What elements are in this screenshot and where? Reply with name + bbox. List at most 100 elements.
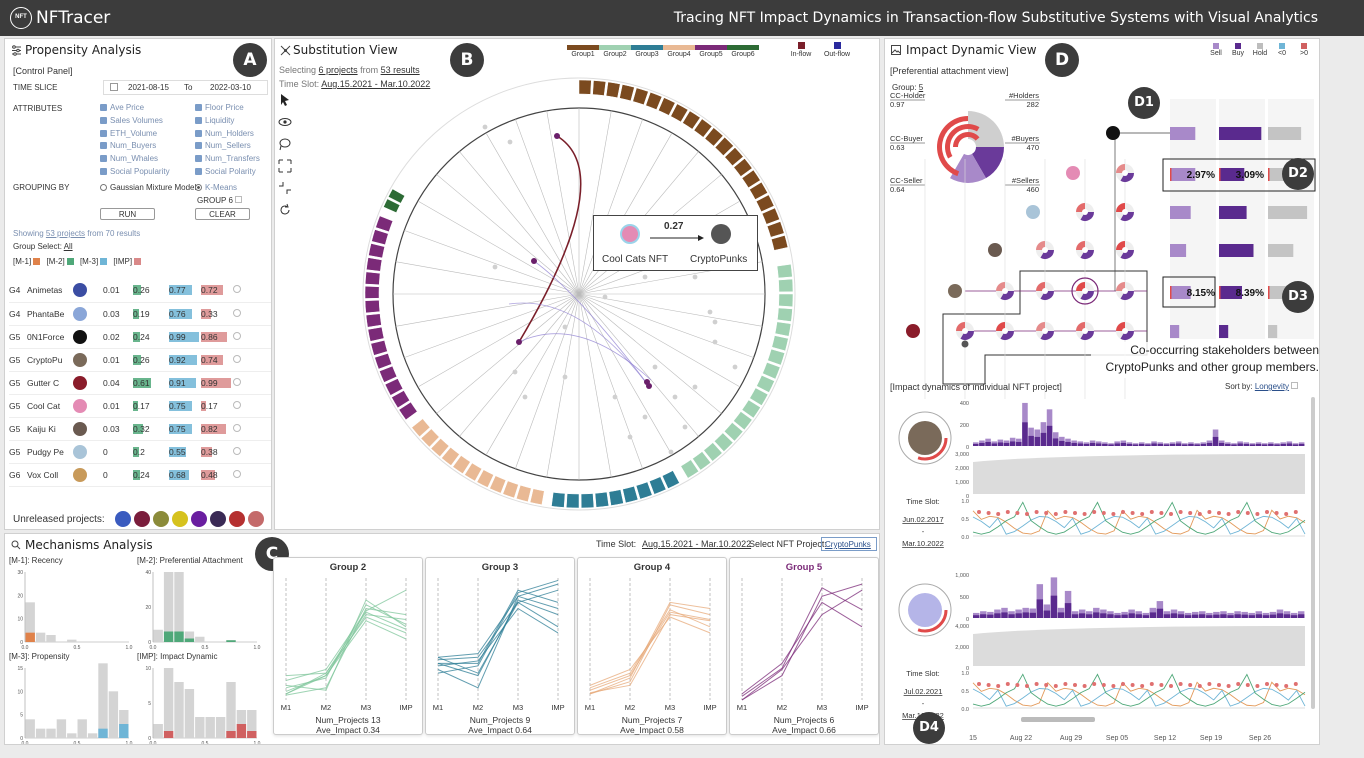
cell-expand[interactable] bbox=[233, 325, 271, 349]
group-arc-segment[interactable] bbox=[387, 188, 406, 204]
group-arc-segment[interactable] bbox=[632, 87, 649, 106]
project-dot[interactable] bbox=[732, 364, 738, 370]
table-row[interactable]: G5 Kaiju Ki 0.03 0.32 0.75 0.82 bbox=[9, 417, 271, 441]
selected-project-node[interactable] bbox=[516, 339, 522, 345]
project-dot[interactable] bbox=[668, 449, 674, 455]
cell-expand[interactable] bbox=[233, 463, 271, 487]
clear-button[interactable]: CLEAR bbox=[195, 208, 250, 220]
group-arc-segment[interactable] bbox=[551, 492, 566, 508]
stakeholder-node[interactable] bbox=[956, 322, 974, 340]
group-arc-segment[interactable] bbox=[430, 438, 450, 457]
stakeholder-node[interactable] bbox=[1076, 203, 1094, 221]
group-arc-segment[interactable] bbox=[529, 488, 545, 506]
group-arc-segment[interactable] bbox=[370, 340, 388, 356]
group-arc-segment[interactable] bbox=[777, 307, 793, 322]
selected-project-node[interactable] bbox=[554, 133, 560, 139]
project-dot[interactable] bbox=[602, 294, 608, 300]
cell-expand[interactable] bbox=[233, 348, 271, 372]
group-arc-segment[interactable] bbox=[420, 428, 440, 448]
group-arc-segment[interactable] bbox=[375, 215, 394, 233]
group-arc-segment[interactable] bbox=[756, 375, 775, 393]
unreleased-project-icon[interactable] bbox=[229, 510, 245, 527]
stakeholder-node[interactable] bbox=[996, 282, 1014, 300]
shrink-icon[interactable] bbox=[278, 181, 292, 195]
unreleased-project-icon[interactable] bbox=[248, 510, 264, 527]
project-dot[interactable] bbox=[712, 319, 718, 325]
expand-icon[interactable] bbox=[233, 446, 241, 455]
group-arc-segment[interactable] bbox=[364, 271, 381, 285]
expand-icon[interactable] bbox=[278, 159, 292, 173]
stakeholder-node[interactable] bbox=[1076, 322, 1094, 340]
group-arc-segment[interactable] bbox=[704, 127, 724, 147]
group-arc-segment[interactable] bbox=[502, 480, 519, 499]
unreleased-project-icon[interactable] bbox=[115, 528, 131, 529]
group-card[interactable]: Group 4 Num_Projects 7 Ave_Impact 0.58 M1 M2… bbox=[577, 557, 727, 735]
cell-expand[interactable] bbox=[233, 279, 271, 303]
vertical-scrollbar[interactable] bbox=[1311, 397, 1315, 709]
expand-icon[interactable] bbox=[233, 377, 241, 386]
group-arc-segment[interactable] bbox=[771, 335, 789, 352]
project-dot[interactable] bbox=[707, 309, 713, 315]
cell-expand[interactable] bbox=[233, 394, 271, 418]
table-row[interactable]: G5 Pudgy Pe 0 0.2 0.55 0.38 bbox=[9, 440, 271, 464]
group-select[interactable]: Group Select: All bbox=[13, 242, 73, 251]
inflow-chord[interactable] bbox=[518, 135, 582, 343]
group-arc-segment[interactable] bbox=[515, 484, 532, 503]
unreleased-project-icon[interactable] bbox=[172, 510, 188, 527]
group-arc-segment[interactable] bbox=[367, 326, 385, 342]
kaiju-avatar[interactable] bbox=[988, 243, 1002, 257]
group-arc-segment[interactable] bbox=[658, 97, 676, 116]
project-dot[interactable] bbox=[682, 424, 688, 430]
expand-icon[interactable] bbox=[233, 285, 241, 294]
group-arc-segment[interactable] bbox=[635, 481, 653, 500]
project-dot[interactable] bbox=[642, 414, 648, 420]
project-dot[interactable] bbox=[482, 124, 488, 130]
group-arc-segment[interactable] bbox=[767, 348, 786, 366]
lasso-icon[interactable] bbox=[278, 137, 292, 151]
expand-icon[interactable] bbox=[233, 423, 241, 432]
group-arc-segment[interactable] bbox=[594, 491, 610, 508]
group-arc-segment[interactable] bbox=[761, 207, 780, 225]
group-arc-segment[interactable] bbox=[693, 118, 713, 138]
group-arc-segment[interactable] bbox=[680, 459, 700, 479]
attribute-checkbox[interactable]: Sales Volumes bbox=[100, 116, 170, 129]
table-row[interactable]: G5 0N1Force 0.02 0.24 0.99 0.86 bbox=[9, 325, 271, 349]
outflow-chord[interactable] bbox=[518, 333, 652, 381]
unreleased-project-icon[interactable] bbox=[134, 510, 150, 527]
unreleased-project-icon[interactable] bbox=[153, 510, 169, 527]
group-arc-segment[interactable] bbox=[755, 194, 775, 213]
group-arc-segment[interactable] bbox=[364, 300, 381, 314]
project-dot[interactable] bbox=[512, 369, 518, 375]
outflow-chord[interactable] bbox=[533, 260, 650, 387]
project-dot[interactable] bbox=[627, 434, 633, 440]
attribute-checkbox[interactable]: Num_Holders bbox=[195, 129, 260, 142]
group-arc-segment[interactable] bbox=[766, 221, 785, 238]
group-arc-segment[interactable] bbox=[714, 432, 734, 452]
substitution-chord-diagram[interactable] bbox=[315, 67, 855, 527]
attribute-checkbox[interactable]: Liquidity bbox=[195, 116, 260, 129]
group-arc-segment[interactable] bbox=[580, 493, 595, 509]
attribute-checkbox[interactable]: Num_Transfers bbox=[195, 154, 260, 167]
group-arc-segment[interactable] bbox=[714, 136, 734, 156]
group-arc-segment[interactable] bbox=[762, 362, 781, 380]
group-arc-segment[interactable] bbox=[379, 365, 398, 383]
group-arc-segment[interactable] bbox=[371, 229, 389, 246]
selected-project-node[interactable] bbox=[644, 379, 650, 385]
group-arc-segment[interactable] bbox=[489, 475, 507, 494]
project-dot[interactable] bbox=[562, 374, 568, 380]
oniforce-avatar[interactable] bbox=[1106, 126, 1120, 140]
group-arc-segment[interactable] bbox=[778, 293, 794, 307]
cell-expand[interactable] bbox=[233, 371, 271, 395]
expand-icon[interactable] bbox=[233, 308, 241, 317]
group-arc-segment[interactable] bbox=[368, 243, 385, 259]
attribute-checkbox[interactable]: Ave Price bbox=[100, 103, 170, 116]
selecting-link2[interactable]: 53 results bbox=[380, 65, 420, 75]
group-arc-segment[interactable] bbox=[411, 418, 431, 438]
group-arc-segment[interactable] bbox=[592, 80, 607, 96]
group-arc-segment[interactable] bbox=[774, 321, 792, 337]
cell-expand[interactable] bbox=[233, 417, 271, 441]
group-arc-segment[interactable] bbox=[398, 401, 418, 421]
attribute-checkbox[interactable]: Num_Sellers bbox=[195, 141, 260, 154]
group-arc-segment[interactable] bbox=[741, 399, 761, 419]
group-arc-segment[interactable] bbox=[366, 257, 383, 272]
